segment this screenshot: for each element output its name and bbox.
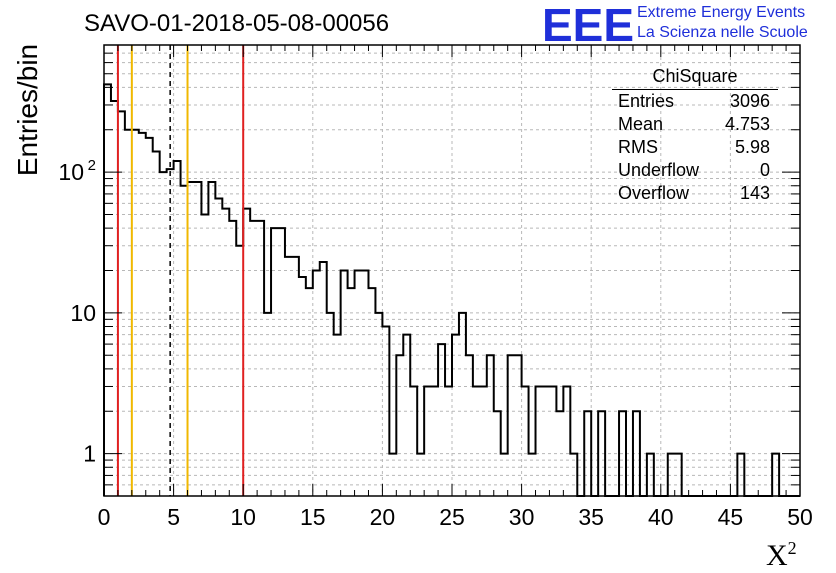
x-tick-label: 0 — [98, 504, 111, 530]
x-axis-label: X2 — [766, 538, 797, 573]
x-axis-label-exponent: 2 — [787, 538, 797, 558]
y-tick-label: 10 — [70, 300, 96, 326]
x-tick-label: 20 — [370, 504, 396, 530]
stat-value: 0 — [759, 160, 770, 180]
stat-row-underflow: Underflow 0 — [608, 159, 778, 182]
x-tick-label: 35 — [578, 504, 604, 530]
x-tick-label: 50 — [787, 504, 813, 530]
stat-value: 5.98 — [734, 137, 770, 157]
stat-row-rms: RMS 5.98 — [608, 136, 778, 159]
stats-box: ChiSquare Entries 3096 Mean 4.753 RMS 5.98 … — [608, 66, 778, 205]
y-tick-label: 1 — [83, 441, 96, 467]
eee-logo: EEE — [542, 0, 635, 51]
stat-label: RMS — [618, 137, 658, 157]
histogram-series — [103, 83, 800, 497]
x-tick-label: 15 — [300, 504, 326, 530]
x-tick-label: 5 — [167, 504, 180, 530]
stat-label: Underflow — [618, 160, 700, 180]
stat-value: 4.753 — [724, 114, 770, 134]
stat-label: Entries — [618, 91, 675, 111]
x-tick-label: 10 — [230, 504, 256, 530]
stat-label: Mean — [618, 114, 664, 134]
stat-value: 3096 — [729, 91, 770, 111]
logo-line-2: La Scienza nelle Scuole — [637, 24, 808, 41]
stat-value: 143 — [739, 183, 770, 203]
stat-row-overflow: Overflow 143 — [608, 182, 778, 205]
logo-line-1: Extreme Energy Events — [637, 4, 806, 21]
y-tick-label: 10 — [58, 159, 84, 185]
x-axis-label-base: X — [766, 539, 788, 572]
stats-title: ChiSquare — [612, 66, 778, 90]
x-tick-label: 25 — [439, 504, 465, 530]
x-tick-label: 40 — [648, 504, 674, 530]
x-tick-label: 30 — [509, 504, 535, 530]
x-tick-label: 45 — [718, 504, 744, 530]
chart-title: SAVO-01-2018-05-08-00056 — [84, 10, 390, 37]
stat-label: Overflow — [618, 183, 690, 203]
stat-row-entries: Entries 3096 — [608, 90, 778, 113]
y-tick-label-exponent: 2 — [88, 157, 96, 174]
stat-row-mean: Mean 4.753 — [608, 113, 778, 136]
